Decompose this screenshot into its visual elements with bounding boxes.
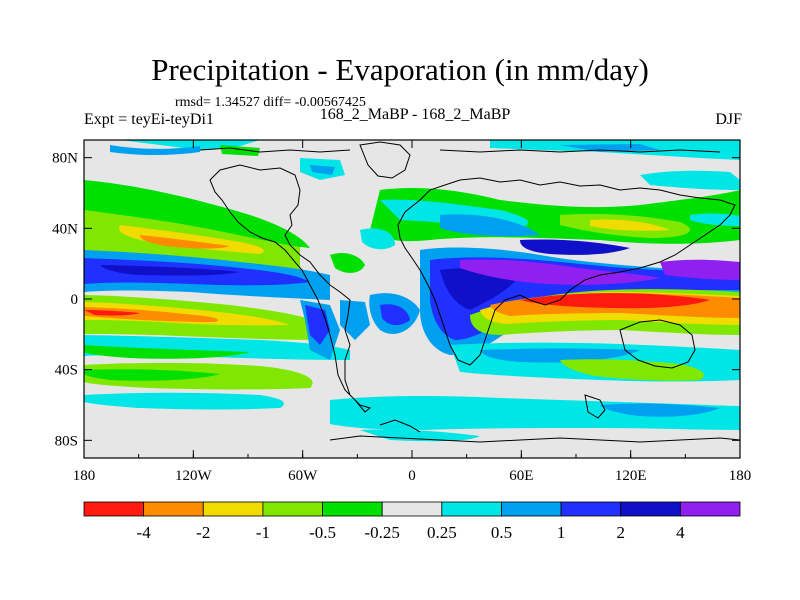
x-tick-label: 60W (288, 468, 318, 484)
field-region (100, 265, 240, 276)
colorbar-swatch (679, 501, 741, 517)
field-region (84, 369, 220, 381)
coastline-greenland (359, 141, 411, 179)
colorbar-label: -4 (137, 523, 152, 542)
chart-title: Precipitation - Evaporation (in mm/day) (151, 52, 649, 87)
field-region (640, 170, 740, 190)
coastline-antarctic-peninsula (379, 419, 421, 433)
field-region (480, 348, 640, 363)
x-tick-label: 120W (175, 468, 213, 484)
experiment-subtitle: 168_2_MaBP - 168_2_MaBP (319, 106, 511, 123)
colorbar-swatch (441, 501, 502, 517)
colorbar-label: -0.5 (309, 523, 336, 542)
y-tick-label: 40N (52, 221, 78, 237)
field-region (340, 300, 370, 340)
y-axis: 80N 40N 0 40S 80S (52, 151, 740, 449)
y-tick-label: 80S (55, 433, 78, 449)
field-region (460, 259, 660, 285)
field-region (440, 214, 540, 237)
field-region (310, 165, 335, 175)
field-region (520, 239, 630, 255)
field-region (560, 359, 704, 381)
colorbar-swatch (322, 501, 383, 517)
field-region (520, 293, 710, 309)
colorbar-swatch (143, 501, 204, 517)
field-region (140, 235, 230, 249)
colorbar-label: 1 (557, 523, 566, 542)
colorbar-swatch (501, 501, 562, 517)
x-tick-label: 0 (408, 468, 416, 484)
colorbar-label: 4 (676, 523, 685, 542)
colorbar-swatch (381, 501, 443, 517)
field-region (84, 392, 284, 410)
colorbar-label: -1 (256, 523, 270, 542)
field-region (360, 429, 480, 442)
x-tick-label: 120E (615, 468, 647, 484)
field-region (660, 259, 740, 280)
coastline-antarctica (329, 435, 741, 443)
stats-line: rmsd= 1.34527 diff= -0.00567425 (175, 95, 366, 110)
field-region (590, 219, 670, 231)
colorbar: -4 -2 -1 -0.5 -0.25 0.25 0.5 1 2 4 (83, 501, 741, 542)
field-layer (84, 140, 740, 442)
colorbar-swatch (83, 501, 145, 517)
x-tick-label: 180 (729, 468, 752, 484)
colorbar-label: 0.5 (491, 523, 512, 542)
y-tick-label: 80N (52, 151, 78, 167)
coastline-americas (209, 164, 372, 413)
coastline-arctic-north (199, 147, 721, 153)
y-tick-label: 40S (55, 363, 78, 379)
colorbar-label: -2 (196, 523, 210, 542)
colorbar-swatch (620, 501, 681, 517)
field-region (330, 253, 365, 273)
coastline-africa-eurasia (397, 177, 736, 366)
season-label: DJF (715, 111, 742, 128)
field-region (110, 145, 200, 155)
coastline-patagonia (584, 394, 606, 419)
colorbar-swatch (202, 501, 264, 517)
colorbar-swatch (560, 501, 622, 517)
x-axis: 180 120W 60W 0 60E 120E 180 (73, 140, 752, 484)
colorbar-label: 0.25 (427, 523, 457, 542)
field-region (84, 140, 260, 150)
field-region (84, 310, 140, 316)
field-region (84, 345, 250, 359)
field-region (440, 267, 520, 310)
coastline-australia (619, 319, 696, 369)
field-region (600, 403, 720, 417)
experiment-label: Expt = teyEi-teyDi1 (84, 111, 214, 128)
y-tick-label: 0 (71, 292, 79, 308)
field-region (690, 213, 740, 226)
field-region (360, 228, 395, 250)
field-region (119, 225, 264, 254)
coastlines (199, 141, 741, 443)
field-region (380, 304, 410, 326)
colorbar-swatch (262, 501, 323, 517)
x-tick-label: 60E (509, 468, 533, 484)
x-tick-label: 180 (73, 468, 96, 484)
field-region (560, 144, 660, 152)
field-region (84, 180, 310, 248)
colorbar-label: 2 (616, 523, 625, 542)
field-region (84, 307, 219, 322)
colorbar-label: -0.25 (364, 523, 399, 542)
